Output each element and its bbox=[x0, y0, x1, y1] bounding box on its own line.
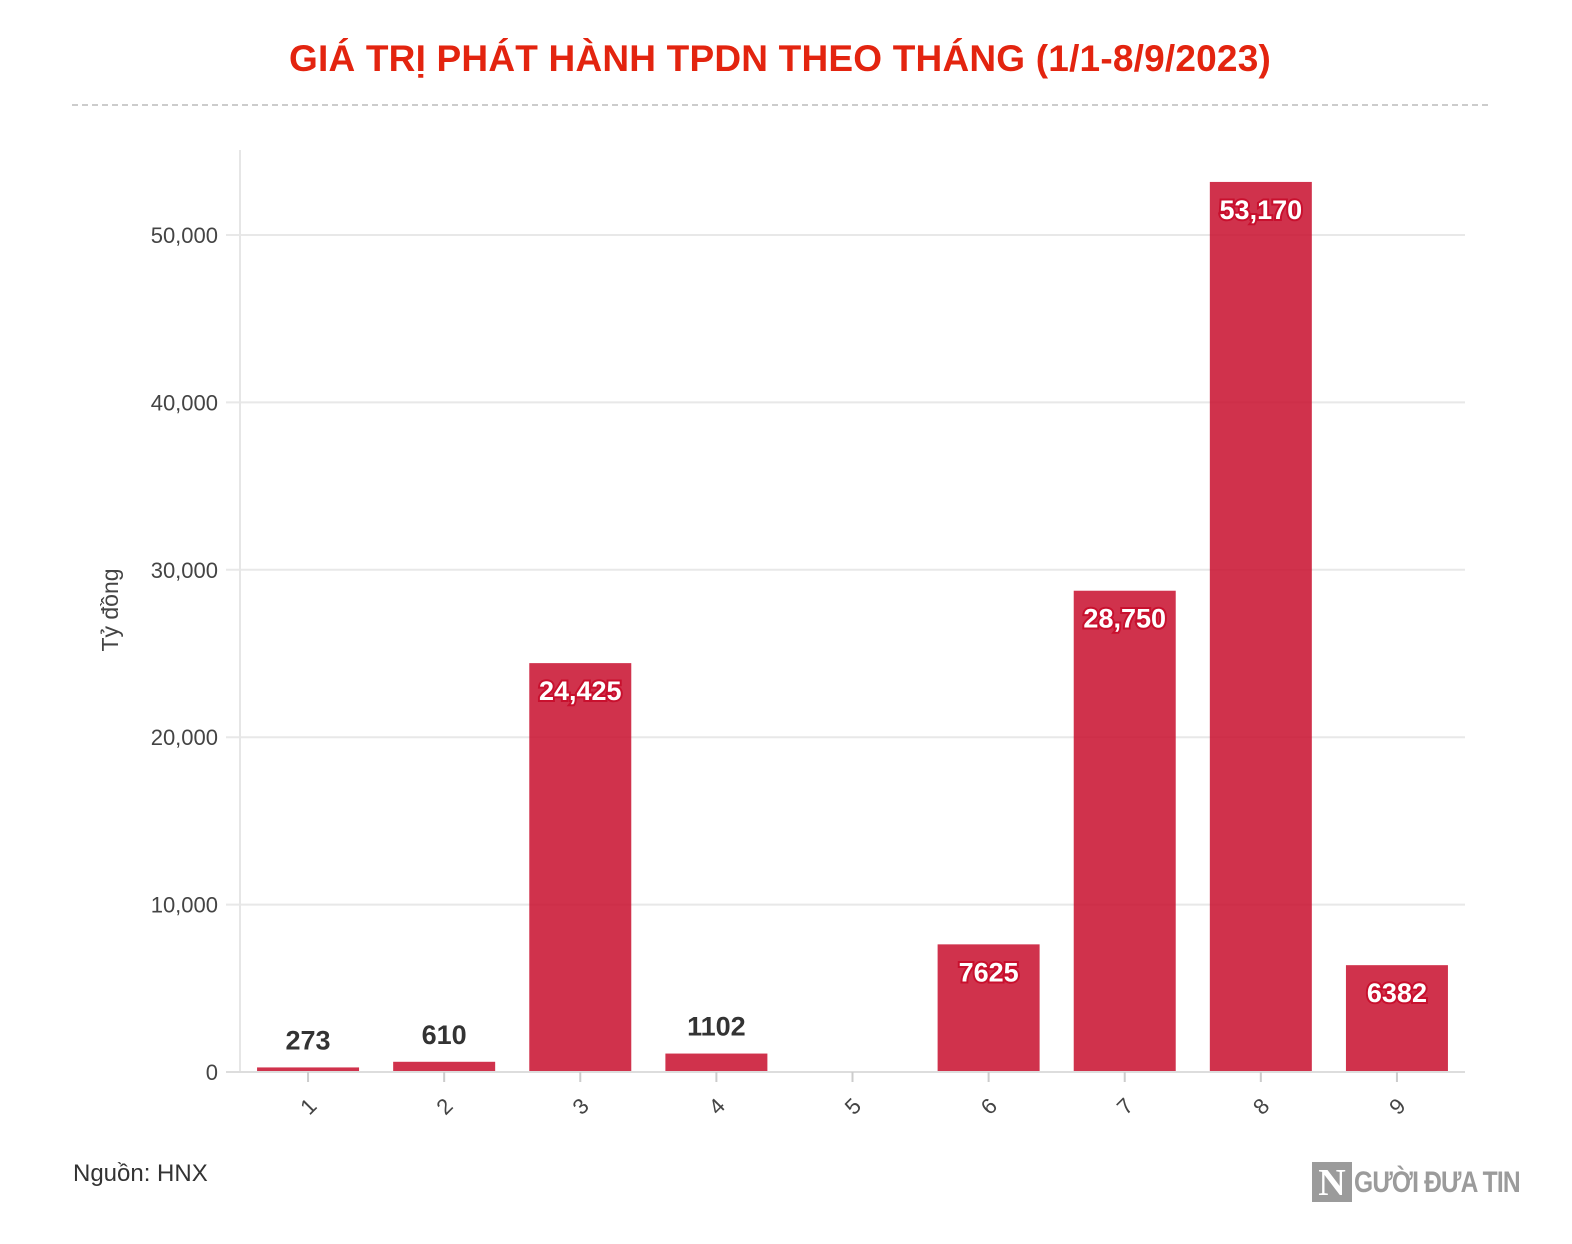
data-label: 24,425 bbox=[539, 676, 622, 706]
bar bbox=[1073, 590, 1176, 1072]
y-tick-label: 30,000 bbox=[151, 558, 218, 583]
data-label: 273 bbox=[286, 1025, 331, 1055]
data-labels: 273 610 24,425 1102 7625 28,750 53,170 6382 bbox=[286, 193, 1429, 1055]
bar bbox=[257, 1067, 360, 1072]
x-tick-label: 7 bbox=[1112, 1093, 1138, 1119]
data-label: 6382 bbox=[1367, 978, 1427, 1008]
bar bbox=[1345, 965, 1448, 1072]
x-tick-label: 5 bbox=[840, 1093, 866, 1119]
x-tick-label: 6 bbox=[976, 1093, 1002, 1119]
y-tick-label: 40,000 bbox=[151, 390, 218, 415]
x-tick-label: 3 bbox=[567, 1093, 593, 1119]
bar bbox=[529, 663, 632, 1072]
y-tick-label: 10,000 bbox=[151, 893, 218, 918]
publisher-logo: N GƯỜI ĐƯA TIN bbox=[1312, 1162, 1556, 1204]
data-label: 1102 bbox=[687, 1012, 746, 1042]
y-tick-label: 0 bbox=[206, 1060, 218, 1085]
title-divider bbox=[72, 104, 1488, 106]
y-tick-label: 50,000 bbox=[151, 223, 218, 248]
logo-text: GƯỜI ĐƯA TIN bbox=[1354, 1166, 1521, 1199]
x-tick-label: 9 bbox=[1384, 1093, 1410, 1119]
bar-chart: 0 10,000 20,000 30,000 40,000 50,000 1 2 3 4 5 6 7 8… bbox=[97, 150, 1465, 1120]
data-label: 610 bbox=[422, 1020, 467, 1050]
x-tick-label: 4 bbox=[704, 1093, 730, 1119]
x-tick-label: 8 bbox=[1248, 1093, 1274, 1119]
x-tick-label: 1 bbox=[295, 1093, 321, 1119]
bar bbox=[393, 1061, 496, 1072]
data-label: 53,170 bbox=[1220, 195, 1303, 225]
x-tick-label: 2 bbox=[431, 1093, 457, 1119]
y-axis: 0 10,000 20,000 30,000 40,000 50,000 bbox=[151, 150, 241, 1085]
bar bbox=[937, 944, 1040, 1072]
chart-title: GIÁ TRỊ PHÁT HÀNH TPDN THEO THÁNG (1/1-8… bbox=[288, 38, 1271, 79]
bars bbox=[257, 181, 1448, 1072]
y-tick-label: 20,000 bbox=[151, 725, 218, 750]
y-axis-label: Tỷ đồng bbox=[97, 568, 123, 651]
bar bbox=[1209, 181, 1312, 1072]
source-note: Nguồn: HNX bbox=[73, 1160, 208, 1187]
x-axis: 1 2 3 4 5 6 7 8 9 bbox=[226, 1071, 1465, 1120]
data-label: 7625 bbox=[959, 957, 1019, 987]
bar bbox=[665, 1053, 768, 1072]
logo-letter: N bbox=[1312, 1162, 1352, 1204]
data-label: 28,750 bbox=[1083, 604, 1166, 634]
